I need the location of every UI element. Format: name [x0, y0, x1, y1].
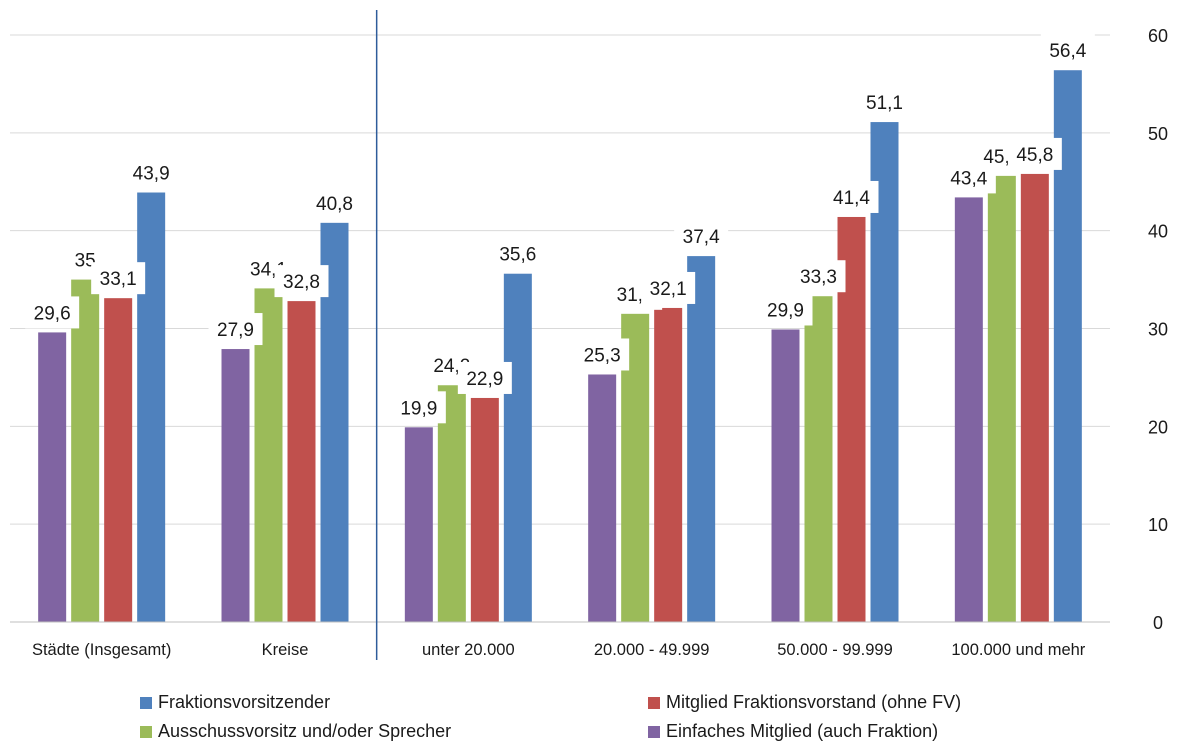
data-label: 40,8: [316, 194, 353, 215]
data-label: 35,6: [499, 245, 536, 266]
data-label: 25,3: [584, 345, 621, 366]
bar: [954, 197, 983, 623]
data-label-box: [274, 265, 329, 298]
bar: [71, 279, 100, 622]
legend-item: Einfaches Mitglied (auch Fraktion): [648, 721, 1098, 742]
data-label: 29,6: [34, 303, 71, 324]
bar: [104, 298, 133, 622]
bar: [771, 329, 800, 622]
bar: [804, 296, 833, 622]
legend-label: Fraktionsvorsitzender: [158, 692, 331, 712]
data-label: 51,1: [866, 93, 903, 114]
data-label: 43,4: [950, 168, 987, 189]
bar: [287, 301, 316, 622]
legend-item: Ausschussvorsitz und/oder Sprecher: [140, 721, 648, 742]
bar: [404, 427, 433, 622]
x-tick-label: 20.000 - 49.999: [594, 641, 710, 659]
data-label-box: [857, 86, 912, 119]
legend-item: Mitglied Fraktionsvorstand (ohne FV): [648, 692, 1098, 713]
bar: [503, 273, 532, 622]
legend-label: Ausschussvorsitz und/oder Sprecher: [158, 721, 452, 741]
y-tick-label: 50: [1148, 124, 1168, 144]
y-tick-label: 10: [1148, 515, 1168, 535]
y-tick-label: 0: [1153, 613, 1163, 633]
data-label: 33,3: [800, 267, 837, 288]
data-label-box: [1007, 137, 1062, 170]
bar: [987, 175, 1016, 622]
bar: [221, 349, 250, 622]
data-label: 22,9: [466, 369, 503, 390]
legend-label: Einfaches Mitglied (auch Fraktion): [666, 721, 939, 741]
data-label: 27,9: [217, 320, 254, 341]
bar: [137, 192, 166, 623]
data-label: 41,4: [833, 188, 870, 209]
x-tick-label: unter 20.000: [422, 641, 515, 659]
data-label-box: [575, 338, 630, 371]
data-label: 32,8: [283, 272, 320, 293]
x-tick-label: 50.000 - 99.999: [777, 641, 893, 659]
y-tick-label: 30: [1148, 320, 1168, 340]
data-label-box: [791, 260, 846, 293]
data-label: 56,4: [1049, 41, 1086, 62]
bar: [437, 385, 466, 622]
data-label-box: [1040, 34, 1095, 67]
data-label-box: [824, 180, 879, 213]
legend-swatch: [140, 725, 152, 738]
bar: [470, 397, 499, 622]
bar: [654, 307, 683, 622]
bar: [1020, 173, 1049, 622]
bar: [38, 332, 67, 622]
legend-swatch: [648, 696, 660, 709]
chart-legend: Fraktionsvorsitzender Mitglied Fraktionsv…: [140, 692, 1100, 742]
bar-chart: 29,63533,143,927,934,132,840,819,924,222…: [10, 10, 1168, 660]
data-label-box: [641, 271, 696, 304]
data-label-box: [124, 156, 179, 189]
y-tick-label: 20: [1148, 417, 1168, 437]
x-tick-label: 100.000 und mehr: [951, 641, 1085, 659]
data-label: 43,9: [133, 164, 170, 185]
data-label-box: [307, 186, 362, 219]
data-label-box: [208, 313, 263, 346]
x-tick-label: Städte (Insgesamt): [32, 641, 171, 659]
data-label: 37,4: [683, 227, 720, 248]
data-label: 29,9: [767, 300, 804, 321]
data-label-box: [758, 293, 813, 326]
data-label-box: [25, 296, 80, 329]
data-label-box: [391, 391, 446, 424]
data-label: 32,1: [650, 279, 687, 300]
y-tick-label: 40: [1148, 222, 1168, 242]
data-label-box: [490, 237, 545, 270]
data-label-box: [91, 262, 146, 295]
legend-label: Mitglied Fraktionsvorstand (ohne FV): [666, 692, 962, 712]
y-tick-label: 60: [1148, 26, 1168, 46]
data-label-box: [457, 361, 512, 394]
data-label: 45,8: [1016, 145, 1053, 166]
legend-swatch: [140, 696, 152, 709]
data-label: 35: [75, 251, 96, 272]
data-label-box: [674, 220, 729, 253]
data-label: 33,1: [100, 269, 137, 290]
x-tick-label: Kreise: [262, 641, 309, 659]
legend-swatch: [648, 725, 660, 738]
bar: [588, 374, 617, 622]
bar: [687, 256, 716, 622]
legend-item: Fraktionsvorsitzender: [140, 692, 648, 713]
data-label: 19,9: [400, 398, 437, 419]
